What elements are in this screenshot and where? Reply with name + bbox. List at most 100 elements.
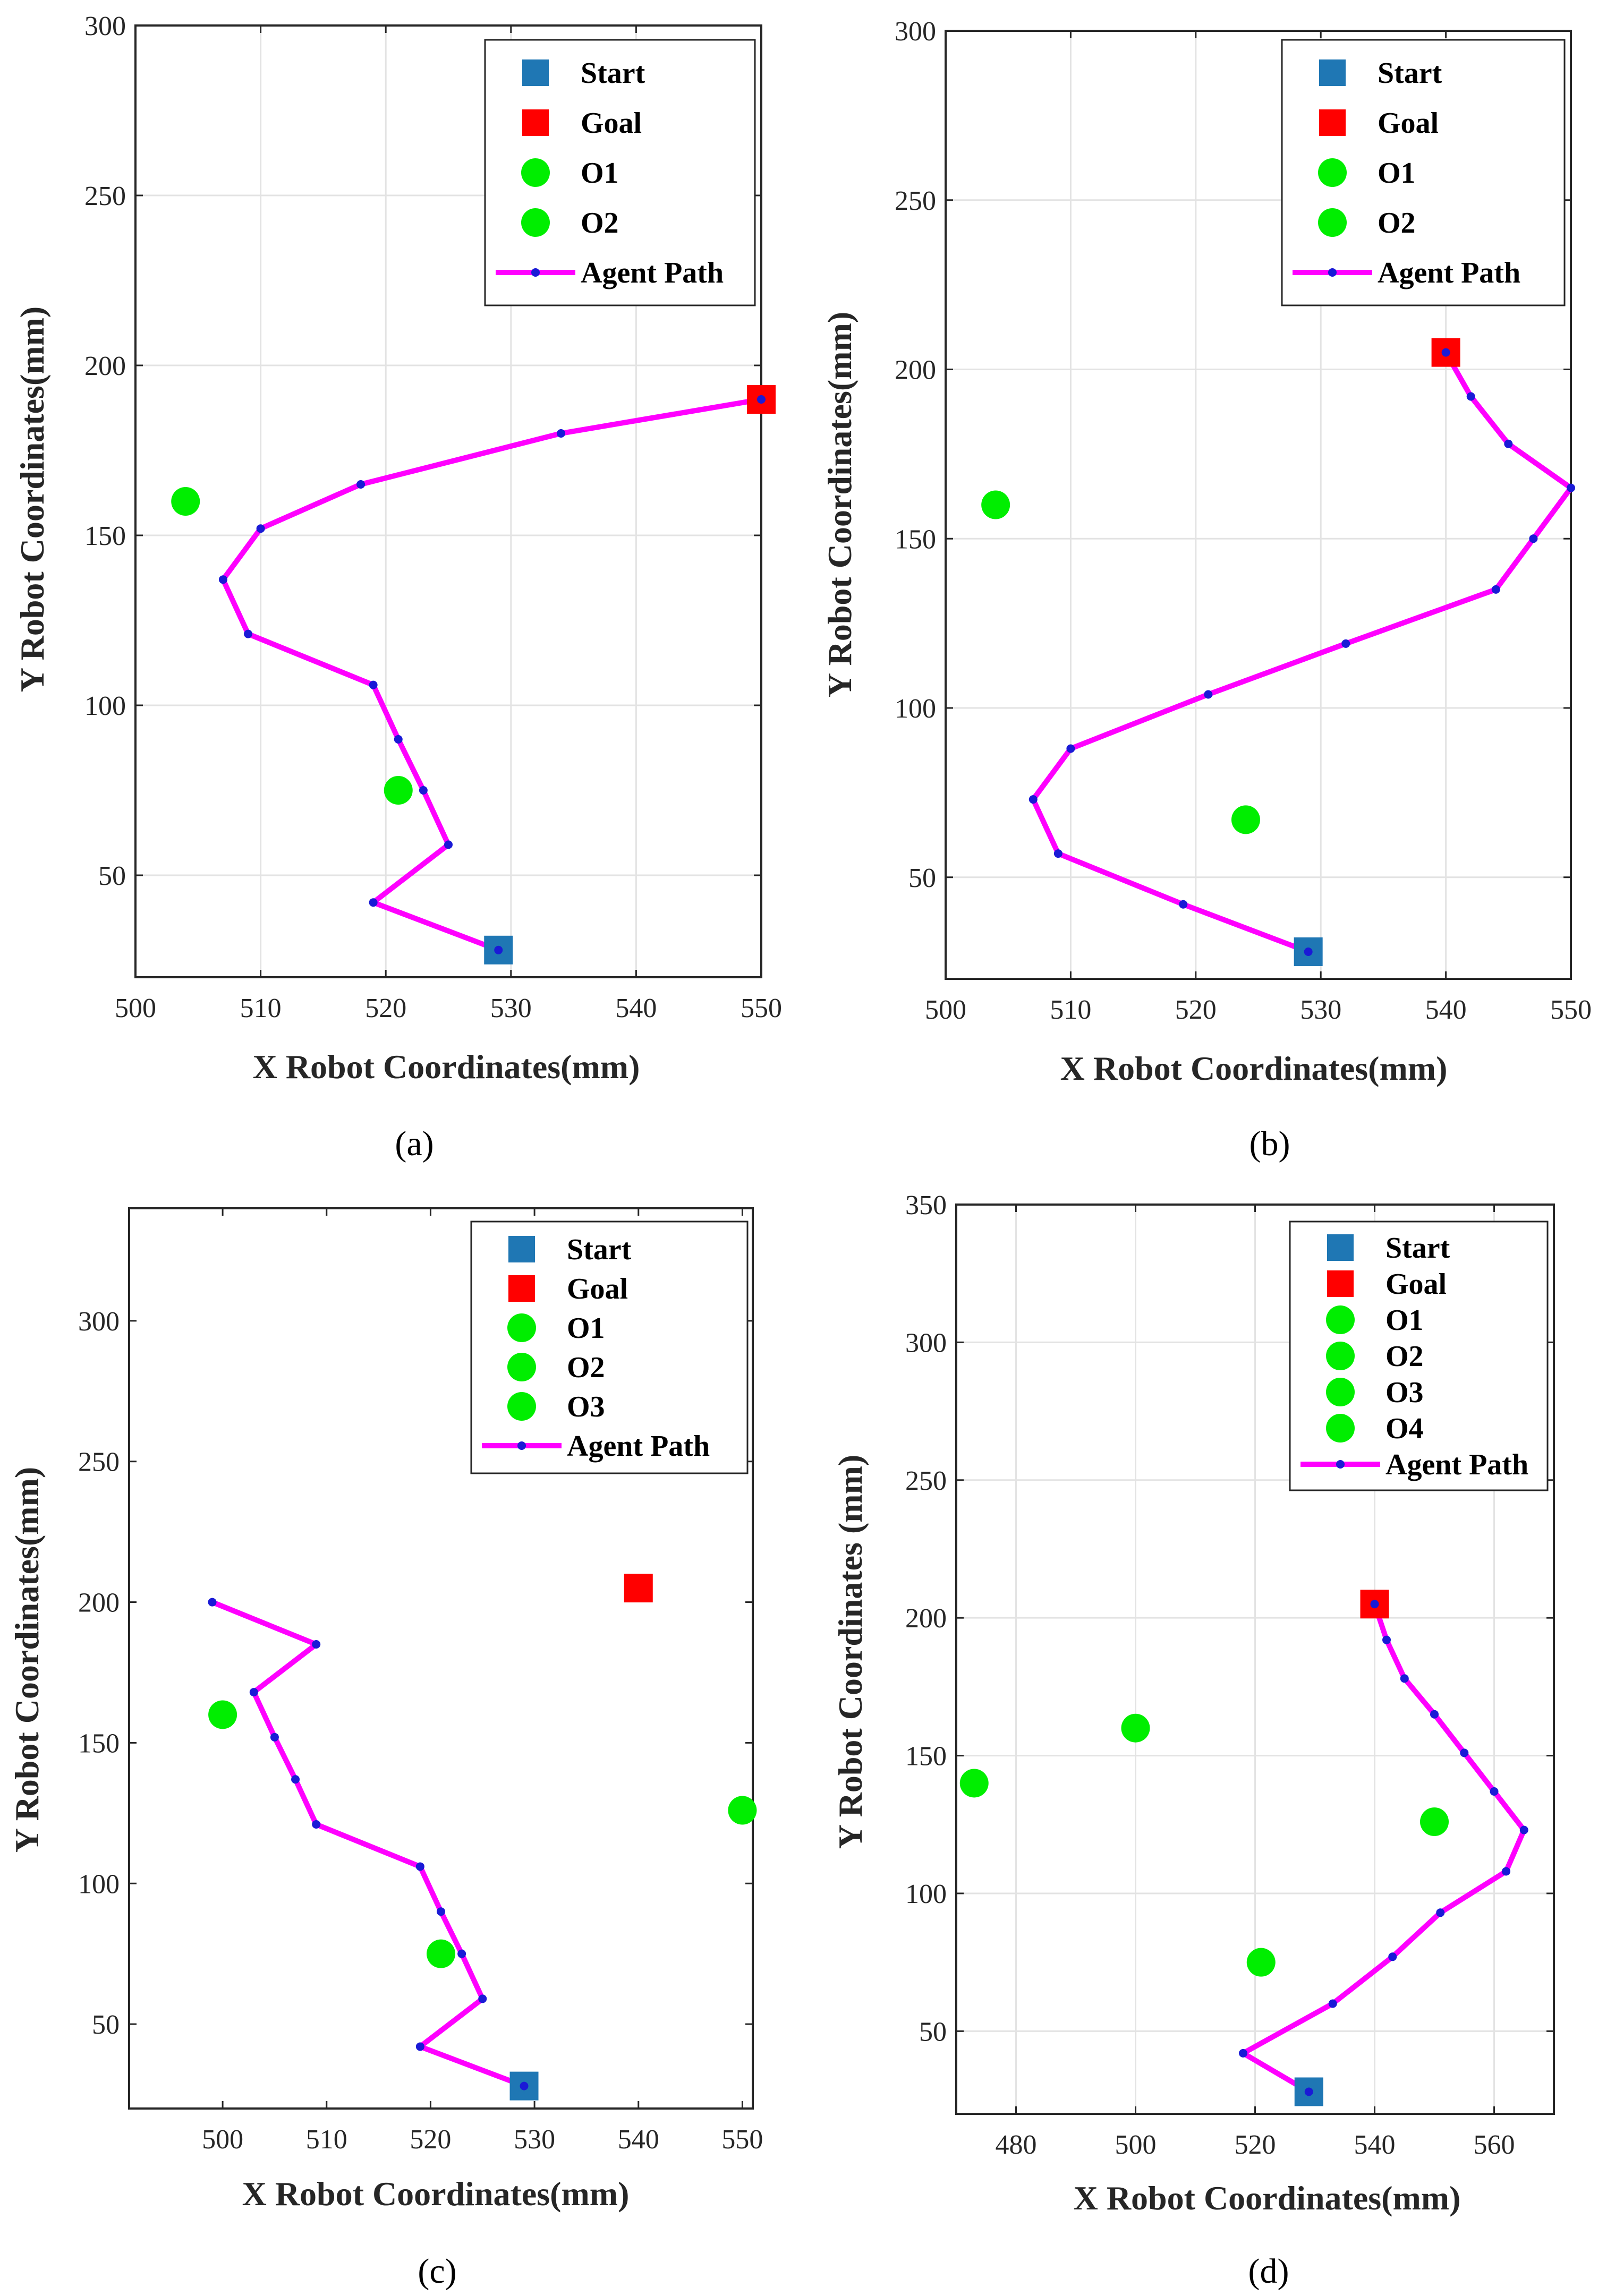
y-axis-label: Y Robot Coordinates(mm) (13, 306, 51, 692)
path-waypoint (457, 1949, 466, 1958)
x-tick-label: 540 (1354, 2130, 1396, 2160)
axes-box (128, 1207, 754, 2110)
legend-path-waypoint (531, 268, 540, 277)
x-tick-label: 520 (1235, 2130, 1276, 2160)
path-waypoint (208, 1598, 217, 1607)
x-axis-label: X Robot Coordinates(mm) (1074, 2179, 1461, 2217)
obstacle-o1-marker (208, 1700, 237, 1729)
legend-label: O1 (1378, 157, 1416, 190)
y-tick-label: 150 (895, 524, 936, 554)
legend-label: Agent Path (567, 1430, 710, 1463)
path-waypoint (270, 1732, 279, 1742)
y-tick-label: 300 (895, 16, 936, 47)
chart-panel-c: 500 510 520 530 540 550 50 100 150 200 250 300 Start… (8, 1207, 763, 2291)
legend-obstacle-swatch (1326, 1378, 1355, 1406)
legend-obstacle-swatch (1318, 158, 1347, 187)
legend-label: O2 (581, 207, 619, 240)
path-waypoint (415, 1862, 424, 1871)
goal-marker (624, 1574, 653, 1603)
legend-label: Agent Path (581, 257, 724, 289)
legend-label: Start (581, 57, 645, 90)
legend-label: Goal (567, 1273, 628, 1305)
x-tick-label: 540 (1425, 995, 1467, 1025)
agent-path-line (211, 1599, 525, 2089)
chart-panel-d: 480 500 520 540 560 50 100 150 200 250 300 350 Start… (831, 1190, 1555, 2291)
plot-area: 500 510 520 530 540 550 50 100 150 200 250 300 Start… (78, 1207, 763, 2155)
path-waypoint (415, 2042, 424, 2051)
x-tick-label: 530 (490, 993, 532, 1023)
path-waypoint (478, 1994, 487, 2003)
plot-area: 500 510 520 530 540 550 50 100 150 200 250 300 Start… (895, 16, 1592, 1025)
legend-label: Goal (581, 107, 642, 140)
path-waypoint (1341, 639, 1350, 648)
obstacle-o2-marker (384, 776, 413, 805)
y-tick-label: 50 (908, 863, 936, 893)
legend-start-swatch (508, 1236, 535, 1262)
path-waypoint (1504, 439, 1513, 448)
x-tick-label: 520 (410, 2124, 451, 2155)
path-waypoint (1529, 534, 1538, 543)
obstacle-o1-marker (981, 490, 1010, 519)
plot-area: 480 500 520 540 560 50 100 150 200 250 300 350 Start… (905, 1190, 1555, 2160)
x-tick-label: 540 (615, 993, 657, 1023)
legend-label: O3 (567, 1390, 605, 1423)
x-axis-label: X Robot Coordinates(mm) (253, 1048, 640, 1086)
axes-box (945, 30, 1572, 980)
y-tick-label: 250 (84, 181, 126, 211)
x-tick-label: 520 (365, 993, 406, 1023)
legend-obstacle-swatch (1318, 208, 1347, 237)
path-waypoint (312, 1640, 321, 1649)
path-waypoint (244, 629, 253, 638)
x-tick-label: 540 (618, 2124, 659, 2155)
path-waypoint (1066, 744, 1075, 753)
path-waypoint (1491, 585, 1500, 594)
x-tick-label: 480 (996, 2130, 1037, 2160)
legend-obstacle-swatch (521, 208, 550, 237)
legend-path-waypoint (517, 1441, 526, 1450)
path-waypoint (1382, 1635, 1391, 1644)
path-waypoint (520, 2081, 529, 2090)
path-waypoint (444, 840, 453, 849)
obstacle-o2-marker (1231, 805, 1260, 834)
path-waypoint (369, 680, 378, 689)
obstacle-o2-marker (427, 1939, 455, 1968)
path-waypoint (1304, 948, 1313, 956)
path-waypoint (249, 1688, 258, 1697)
legend-label: Start (1378, 57, 1442, 90)
y-tick-label: 250 (78, 1447, 120, 1478)
path-waypoint (557, 429, 566, 438)
obstacle-o1-marker (171, 487, 200, 516)
legend-label: Start (567, 1233, 632, 1266)
panel-caption: (a) (395, 1124, 434, 1163)
path-waypoint (1460, 1748, 1469, 1757)
panel-caption: (d) (1248, 2252, 1289, 2291)
legend-label: O3 (1386, 1376, 1424, 1409)
y-tick-label: 150 (84, 521, 126, 551)
path-waypoint (256, 524, 265, 533)
legend-box (470, 1220, 749, 1474)
legend-goal-swatch (522, 109, 549, 136)
legend-obstacle-swatch (521, 158, 550, 187)
path-waypoint (218, 575, 227, 584)
legend-obstacle-swatch (507, 1313, 536, 1342)
path-waypoint (394, 735, 403, 744)
legend-obstacle-swatch (507, 1392, 536, 1421)
y-tick-label: 200 (905, 1603, 947, 1634)
obstacle-o3-marker (1246, 1948, 1276, 1977)
path-waypoint (1502, 1867, 1510, 1876)
y-axis-label: Y Robot Coordinates (mm) (831, 1455, 869, 1849)
path-waypoint (437, 1907, 445, 1916)
legend-label: Start (1386, 1232, 1450, 1265)
legend-goal-swatch (1319, 109, 1346, 136)
legend-label: O1 (567, 1312, 605, 1345)
y-tick-label: 100 (78, 1869, 120, 1899)
y-tick-label: 350 (905, 1190, 947, 1220)
obstacle-o2-marker (1121, 1713, 1150, 1743)
path-waypoint (757, 395, 766, 404)
legend-start-swatch (1319, 59, 1346, 86)
panel-caption: (c) (418, 2252, 456, 2291)
legend-label: Agent Path (1386, 1448, 1528, 1481)
legend-label: O1 (1386, 1304, 1424, 1337)
